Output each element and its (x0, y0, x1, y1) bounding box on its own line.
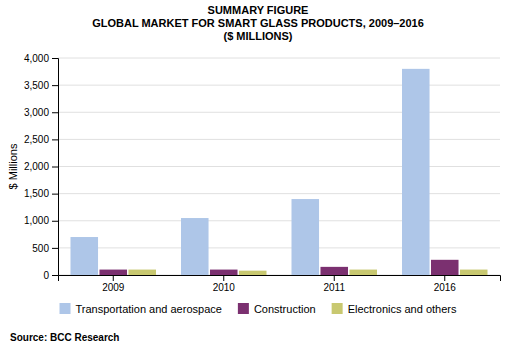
bar (128, 270, 156, 275)
grid-line (58, 139, 500, 140)
plot: 0 500 1,000 1,500 2,000 2,500 3,000 3,500 4,000 2… (24, 53, 501, 293)
tick-mark (52, 167, 58, 168)
legend-swatch (238, 303, 249, 314)
grid-line (58, 112, 500, 113)
legend-swatch (60, 303, 71, 314)
y-tick: 500 (32, 243, 58, 254)
tick-mark (52, 85, 58, 86)
annotation: Source: BCC Research (10, 332, 119, 343)
bar (291, 199, 319, 275)
tick-label: 2,500 (24, 134, 49, 145)
grid-line (58, 247, 500, 248)
legend-label: Construction (254, 303, 316, 315)
bars (70, 69, 487, 275)
tick-mark (52, 139, 58, 140)
legend-item: Transportation and aerospace (60, 303, 222, 315)
legend-label: Electronics and others (348, 303, 457, 315)
y-tick: 3,500 (24, 80, 58, 91)
y-axis: 0 500 1,000 1,500 2,000 2,500 3,000 3,500 4,000 (24, 53, 59, 281)
legend: Transportation and aerospace Construction… (60, 303, 457, 315)
legend-swatch (332, 303, 343, 314)
grid-line (58, 166, 500, 167)
tick-label: 2016 (434, 282, 457, 293)
axis-domain (59, 276, 501, 282)
legend-item: Electronics and others (332, 303, 457, 315)
tick-mark (52, 58, 58, 59)
bar (99, 270, 127, 275)
tick-mark (444, 275, 445, 281)
legend-label: Transportation and aerospace (76, 303, 222, 315)
tick-mark (52, 248, 58, 249)
tick-label: 2011 (323, 282, 345, 293)
tick-label: 0 (43, 270, 49, 281)
bar (402, 69, 430, 275)
title: SUMMARY FIGUREGLOBAL MARKET FOR SMART GL… (92, 4, 424, 42)
title-line: GLOBAL MARKET FOR SMART GLASS PRODUCTS, … (92, 17, 424, 29)
bar (181, 218, 209, 275)
y-tick: 2,500 (24, 134, 58, 145)
legend-item: Construction (238, 303, 316, 315)
grid (58, 58, 500, 275)
y-tick: 4,000 (24, 53, 58, 64)
x-tick: 2011 (323, 275, 345, 293)
x-axis: 2009 2010 2011 2016 (59, 275, 501, 293)
bar-series (128, 270, 487, 275)
tick-label: 1,500 (24, 188, 49, 199)
x-tick: 2016 (434, 275, 457, 293)
tick-label: 2010 (213, 282, 236, 293)
title-line: ($ MILLIONS) (223, 30, 292, 42)
tick-label: 2,000 (24, 161, 49, 172)
bar (460, 270, 488, 275)
grid-line (58, 58, 500, 59)
x-tick: 2009 (102, 275, 125, 293)
bar (431, 260, 459, 275)
tick-mark (52, 275, 58, 276)
bar (210, 270, 238, 275)
tick-label: 500 (32, 243, 49, 254)
grid-line (58, 85, 500, 86)
tick-label: 3,500 (24, 80, 49, 91)
tick-mark (334, 275, 335, 281)
y-tick: 0 (43, 270, 58, 281)
chart: SUMMARY FIGUREGLOBAL MARKET FOR SMART GL… (0, 0, 516, 349)
y-axis-label: $ Millions (7, 143, 19, 189)
bar-series (70, 69, 429, 275)
tick-label: 4,000 (24, 53, 49, 64)
grid-line (58, 193, 500, 194)
y-tick: 1,000 (24, 215, 58, 226)
title-line: SUMMARY FIGURE (208, 4, 309, 16)
tick-label: 2009 (102, 282, 125, 293)
x-tick: 2010 (213, 275, 236, 293)
tick-mark (113, 275, 114, 281)
tick-mark (52, 112, 58, 113)
grid-line (58, 220, 500, 221)
tick-mark (52, 221, 58, 222)
bar-series (99, 260, 458, 275)
tick-label: 3,000 (24, 107, 49, 118)
tick-mark (52, 194, 58, 195)
y-tick: 2,000 (24, 161, 58, 172)
bar (320, 267, 348, 275)
tick-mark (223, 275, 224, 281)
tick-label: 1,000 (24, 215, 49, 226)
bar (239, 271, 267, 275)
y-tick: 3,000 (24, 107, 58, 118)
bar (349, 270, 377, 275)
axis-domain (52, 59, 59, 276)
y-tick: 1,500 (24, 188, 58, 199)
bar (70, 237, 98, 275)
